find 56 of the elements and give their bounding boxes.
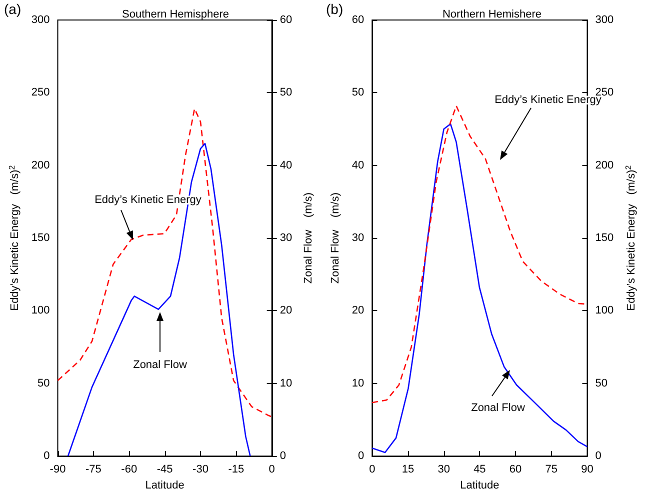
y-tick-label: 20 xyxy=(352,304,364,317)
y2-tick-label: 0 xyxy=(595,450,602,462)
y-axis-title: Zonal Flow (m/s) xyxy=(330,192,342,284)
x-tick-label: 0 xyxy=(268,464,275,476)
x-tick-label: 0 xyxy=(369,464,376,476)
text: (a) xyxy=(4,1,22,17)
x-tick-label: 75 xyxy=(545,464,558,476)
x-tick-label: -75 xyxy=(85,464,102,476)
x-tick-label: -45 xyxy=(156,464,173,476)
y-tick-label: 200 xyxy=(31,159,50,172)
y-tick-label: 30 xyxy=(352,232,364,244)
y-tick-label: 100 xyxy=(31,304,50,317)
x-tick-label: -60 xyxy=(121,464,138,476)
y-axis-title: Eddy’s Kinetic Energy (m/s)2 xyxy=(8,164,21,311)
x-tick-label: 15 xyxy=(402,464,414,476)
x-tick-label: 30 xyxy=(438,464,450,476)
x-axis-title: Latitude xyxy=(145,480,184,492)
y-tick-label: 150 xyxy=(31,232,50,244)
y-tick-label: 10 xyxy=(352,377,364,390)
y2-axis-title: Eddy’s Kinetic Energy (m/s)2 xyxy=(624,164,638,311)
y2-tick-label: 30 xyxy=(280,232,292,244)
line-series xyxy=(371,123,588,454)
line-series xyxy=(67,142,251,457)
y-tick-label: 50 xyxy=(38,377,50,390)
y-tick-label: 40 xyxy=(352,159,364,172)
annotation: Zonal Flow xyxy=(133,359,187,371)
text: (b) xyxy=(326,1,344,17)
x-tick-label: 60 xyxy=(509,464,522,476)
x-tick-label: 45 xyxy=(474,464,486,476)
y2-tick-label: 200 xyxy=(595,159,614,172)
y-tick-label: 300 xyxy=(31,14,50,26)
y2-tick-label: 20 xyxy=(280,304,292,317)
line-series xyxy=(57,108,273,418)
y-tick-label: 250 xyxy=(31,86,50,99)
y2-tick-label: 60 xyxy=(280,14,292,26)
y2-tick-label: 150 xyxy=(595,232,614,244)
y2-tick-label: 50 xyxy=(280,86,292,99)
x-tick-label: 90 xyxy=(581,464,594,476)
y2-tick-label: 40 xyxy=(280,159,292,172)
x-tick-label: -15 xyxy=(228,464,244,476)
y-tick-label: 0 xyxy=(358,450,364,462)
chart-title: Northern Hemishere xyxy=(442,8,542,20)
x-axis-title: Latitude xyxy=(460,480,500,492)
y2-tick-label: 0 xyxy=(280,450,286,462)
y-tick-label: 50 xyxy=(352,86,364,99)
y2-axis-title: Zonal Flow (m/s) xyxy=(302,192,314,284)
y2-tick-label: 50 xyxy=(595,377,608,390)
x-tick-label: -90 xyxy=(50,464,66,476)
chart-title: Southern Hemisphere xyxy=(122,8,230,20)
y2-tick-label: 300 xyxy=(595,14,614,26)
x-tick-label: -30 xyxy=(192,464,208,476)
annotation: Zonal Flow xyxy=(471,402,525,414)
y2-tick-label: 10 xyxy=(280,377,292,390)
y2-tick-label: 100 xyxy=(595,304,614,317)
y-tick-label: 0 xyxy=(44,450,50,462)
y-tick-label: 60 xyxy=(352,14,364,26)
